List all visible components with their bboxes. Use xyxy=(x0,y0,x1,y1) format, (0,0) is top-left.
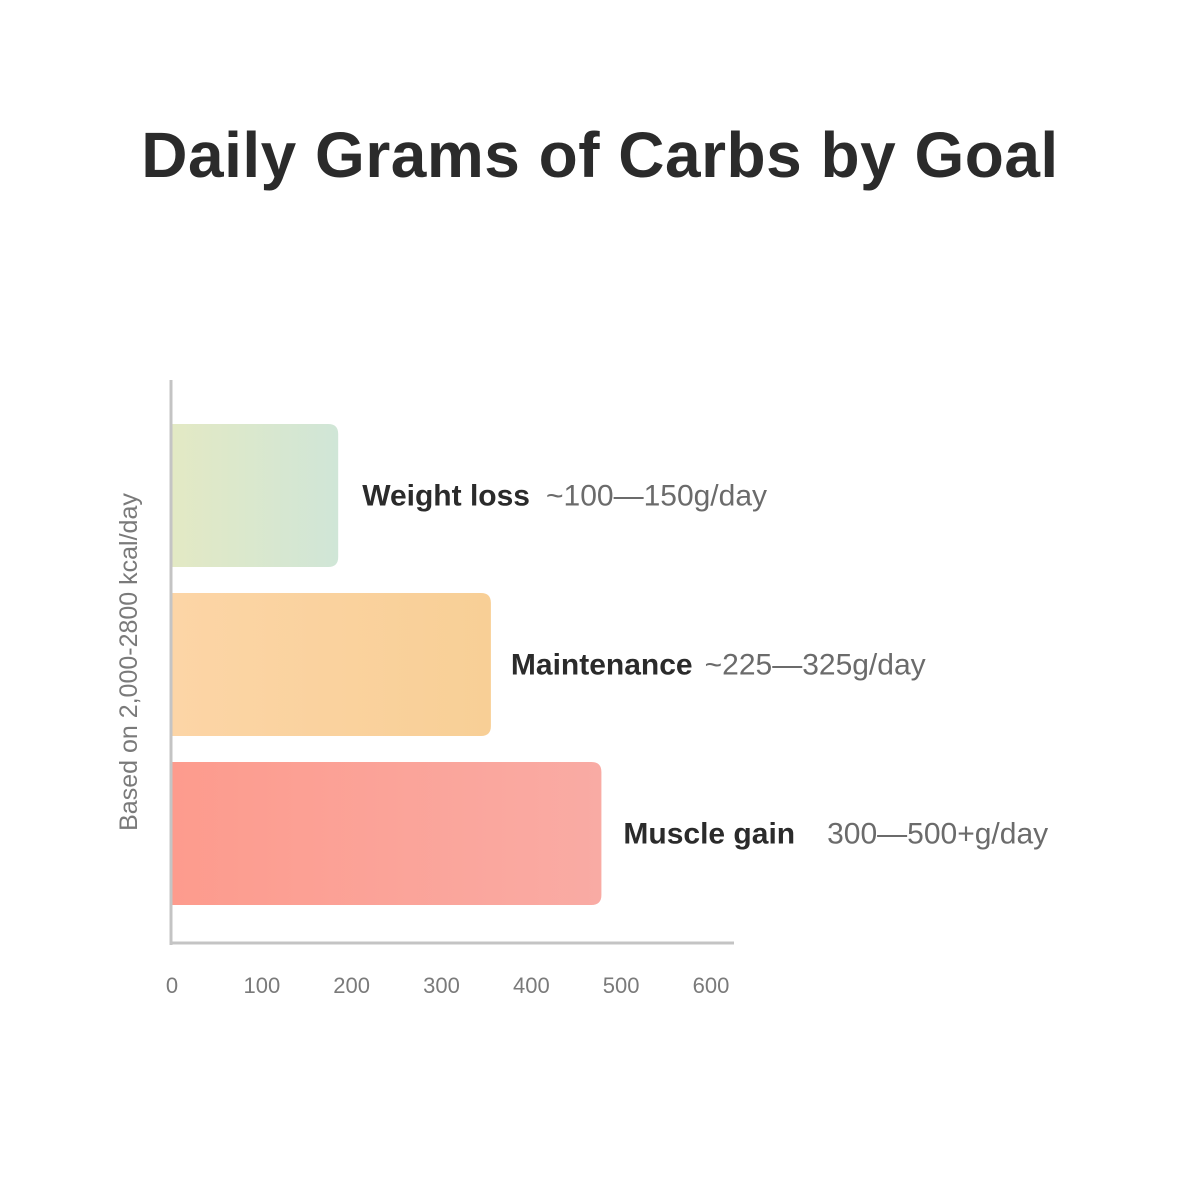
x-tick-label: 0 xyxy=(166,973,178,998)
bar-label-weight-loss: Weight loss xyxy=(362,480,530,513)
bar-muscle-gain xyxy=(172,762,602,905)
x-tick-label: 200 xyxy=(333,973,370,998)
x-tick-label: 100 xyxy=(243,973,280,998)
y-axis-label: Based on 2,000-2800 kcal/day xyxy=(115,493,143,831)
x-tick-label: 600 xyxy=(693,973,730,998)
value-label-muscle-gain: 300—500+g/day xyxy=(827,818,1048,851)
bar-maintenance xyxy=(172,593,491,736)
bars-layer: Weight loss ~100—150g/day Maintenance ~225—… xyxy=(172,424,1048,905)
value-label-maintenance: ~225—325g/day xyxy=(705,649,926,682)
x-tick-label: 400 xyxy=(513,973,550,998)
bar-label-maintenance: Maintenance xyxy=(511,649,693,682)
value-label-weight-loss: ~100—150g/day xyxy=(546,480,767,513)
x-tick-labels: 0 100 200 300 400 500 600 xyxy=(166,973,729,998)
x-tick-label: 500 xyxy=(603,973,640,998)
chart-title: Daily Grams of Carbs by Goal xyxy=(141,119,1059,191)
bar-weight-loss xyxy=(172,424,339,567)
x-tick-label: 300 xyxy=(423,973,460,998)
bar-label-muscle-gain: Muscle gain xyxy=(623,818,795,851)
